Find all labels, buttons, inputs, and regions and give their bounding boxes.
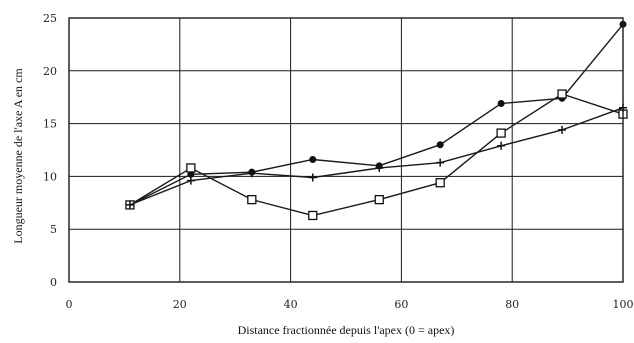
series-1-point-7 (497, 100, 505, 108)
y-tick-label-25: 25 (43, 12, 57, 25)
y-tick-label-15: 15 (43, 118, 57, 131)
series-3-point-2 (186, 176, 195, 185)
series-3-point-8 (558, 125, 567, 134)
series-2-point-3 (247, 194, 257, 205)
series-3-point-6 (436, 158, 445, 167)
series-3 (125, 103, 627, 209)
series-2-point-7 (496, 128, 506, 138)
series-2-point-5 (374, 194, 384, 205)
y-tick-label-10: 10 (43, 170, 57, 183)
x-tick-label-80: 80 (505, 298, 519, 311)
series-3-point-4 (308, 173, 317, 182)
y-tick-label-20: 20 (43, 65, 57, 78)
x-tick-label-60: 60 (394, 298, 408, 311)
series-2-point-8 (557, 89, 567, 99)
series-3-point-1 (125, 200, 134, 209)
series-1-point-6 (436, 141, 444, 149)
y-axis-label: Longueur moyenne de l'axe A en cm (11, 68, 25, 244)
series-layer (125, 20, 628, 221)
x-tick-label-0: 0 (66, 298, 73, 311)
series-2-point-2 (186, 163, 196, 173)
series-3-point-3 (247, 169, 256, 178)
series-3-line (129, 107, 624, 206)
x-axis-label: Distance fractionnée depuis l'apex (0 = … (238, 323, 455, 337)
series-3-point-5 (375, 163, 384, 172)
series-3-point-7 (497, 141, 506, 150)
x-tick-label-100: 100 (613, 298, 634, 311)
gridlines (69, 18, 623, 282)
series-2-point-6 (435, 178, 445, 188)
series-2-point-4 (308, 210, 318, 221)
series-2 (125, 89, 628, 221)
tick-labels: 0 5 10 15 20 25 0 20 40 60 80 100 (43, 12, 634, 311)
series-1-point-4 (309, 156, 317, 164)
plot-frame (68, 17, 624, 283)
y-tick-label-0: 0 (50, 276, 57, 289)
x-tick-label-20: 20 (173, 298, 187, 311)
x-tick-label-40: 40 (284, 298, 298, 311)
y-tick-label-5: 5 (50, 223, 57, 236)
series-1-line (129, 23, 624, 206)
